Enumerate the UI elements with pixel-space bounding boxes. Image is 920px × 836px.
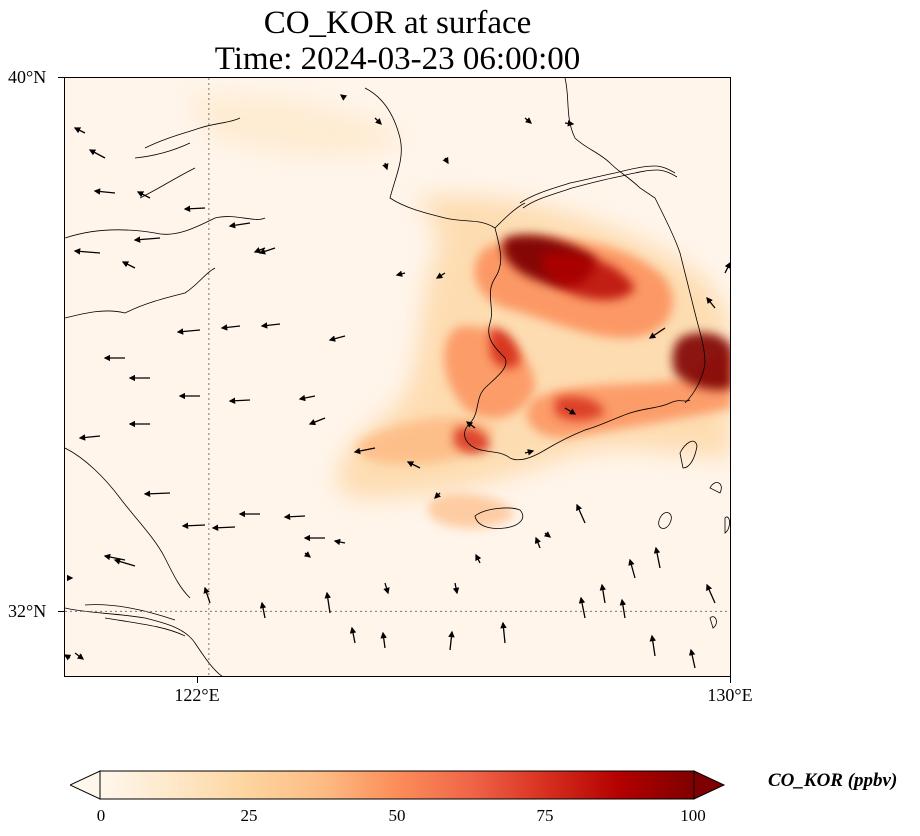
wind-arrow bbox=[564, 120, 575, 127]
map-time-subtitle: Time: 2024-03-23 06:00:00 bbox=[214, 41, 581, 77]
wind-arrow bbox=[333, 538, 346, 546]
wind-arrow bbox=[339, 94, 348, 101]
wind-arrow bbox=[706, 583, 716, 604]
wind-arrow bbox=[103, 553, 126, 561]
colorbar-gradient bbox=[99, 770, 695, 800]
wind-arrow bbox=[524, 117, 532, 124]
x-tick-label-130e: 130°E bbox=[707, 685, 753, 705]
colorbar-extend-max bbox=[693, 770, 726, 800]
wind-arrow bbox=[176, 328, 201, 335]
wind-arrow bbox=[228, 222, 251, 229]
wind-arrow bbox=[706, 296, 716, 309]
wind-arrow bbox=[380, 631, 387, 649]
wind-arrow bbox=[228, 397, 251, 404]
colorbar-tick-0: 0 bbox=[96, 806, 106, 825]
wind-arrow bbox=[73, 127, 86, 134]
wind-arrow bbox=[442, 156, 449, 165]
wind-arrow bbox=[578, 596, 586, 619]
x-tick-label-122e: 122°E bbox=[174, 685, 220, 705]
wind-arrow bbox=[113, 558, 136, 567]
wind-arrow bbox=[383, 582, 390, 595]
y-tick-mark-32n bbox=[58, 611, 64, 612]
colorbar-extend-min bbox=[68, 770, 101, 800]
wind-arrow bbox=[283, 513, 306, 520]
wind-arrow bbox=[653, 546, 661, 569]
wind-vectors bbox=[65, 94, 730, 669]
wind-arrow bbox=[688, 648, 696, 669]
y-tick-mark-40n bbox=[58, 77, 64, 78]
wind-arrow bbox=[406, 461, 421, 469]
wind-arrow bbox=[524, 449, 535, 456]
wind-arrow bbox=[434, 492, 441, 499]
wind-arrow bbox=[328, 335, 346, 342]
wind-arrow bbox=[183, 205, 206, 212]
wind-arrow bbox=[349, 626, 357, 644]
colorbar-label: CO_KOR (ppbv) bbox=[768, 770, 898, 791]
y-tick-label-40n: 40°N bbox=[8, 67, 47, 87]
colorbar-tick-50: 50 bbox=[388, 806, 406, 825]
wind-arrow bbox=[576, 503, 586, 524]
wind-arrow bbox=[73, 248, 101, 255]
wind-arrow bbox=[649, 634, 656, 657]
wind-arrow bbox=[121, 261, 136, 269]
wind-arrow bbox=[475, 553, 482, 564]
colorbar-tick-25: 25 bbox=[240, 806, 258, 825]
wind-arrow bbox=[374, 117, 382, 125]
wind-arrow bbox=[88, 149, 106, 159]
wind-arrow bbox=[298, 394, 316, 402]
colorbar-tick-100: 100 bbox=[680, 806, 706, 825]
wind-arrow bbox=[465, 421, 476, 429]
wind-arrow bbox=[599, 583, 607, 604]
wind-arrow bbox=[452, 582, 460, 595]
wind-arrow bbox=[435, 272, 446, 279]
wind-arrow bbox=[93, 188, 116, 195]
wind-arrow bbox=[133, 236, 161, 243]
x-tick-mark-122e bbox=[197, 677, 198, 683]
wind-arrow bbox=[724, 261, 730, 274]
wind-arrow bbox=[143, 490, 171, 498]
co-concentration-field bbox=[185, 95, 730, 529]
map-panel[interactable] bbox=[64, 77, 731, 677]
wind-arrow bbox=[74, 652, 85, 660]
colorbar-tick-75: 75 bbox=[536, 806, 554, 825]
wind-arrow bbox=[136, 191, 151, 199]
wind-arrow bbox=[65, 654, 72, 661]
wind-arrow bbox=[382, 162, 389, 171]
wind-arrow bbox=[564, 407, 577, 415]
wind-arrow bbox=[648, 327, 666, 339]
wind-arrow bbox=[534, 536, 541, 549]
y-tick-label-32n: 32°N bbox=[8, 601, 47, 621]
coastlines bbox=[65, 78, 730, 676]
wind-arrow bbox=[258, 247, 276, 255]
gridlines bbox=[65, 78, 730, 676]
wind-arrow bbox=[260, 322, 281, 329]
wind-arrow bbox=[220, 324, 241, 331]
colorbar bbox=[68, 770, 726, 800]
wind-arrow bbox=[78, 434, 101, 441]
wind-arrow bbox=[500, 621, 507, 644]
wind-arrow bbox=[543, 531, 552, 538]
wind-arrow bbox=[259, 601, 267, 619]
wind-arrow bbox=[308, 417, 326, 426]
wind-arrow bbox=[448, 630, 455, 651]
wind-arrow bbox=[211, 524, 236, 532]
wind-arrow bbox=[203, 586, 211, 604]
wind-arrow bbox=[353, 447, 376, 455]
x-tick-mark-130e bbox=[730, 677, 731, 683]
wind-arrow bbox=[181, 522, 206, 530]
wind-arrow bbox=[619, 598, 627, 619]
map-title: CO_KOR at surface bbox=[263, 5, 532, 41]
wind-arrow bbox=[303, 551, 312, 558]
wind-arrow bbox=[628, 558, 636, 579]
wind-arrow bbox=[395, 270, 406, 277]
wind-arrow bbox=[324, 591, 331, 614]
